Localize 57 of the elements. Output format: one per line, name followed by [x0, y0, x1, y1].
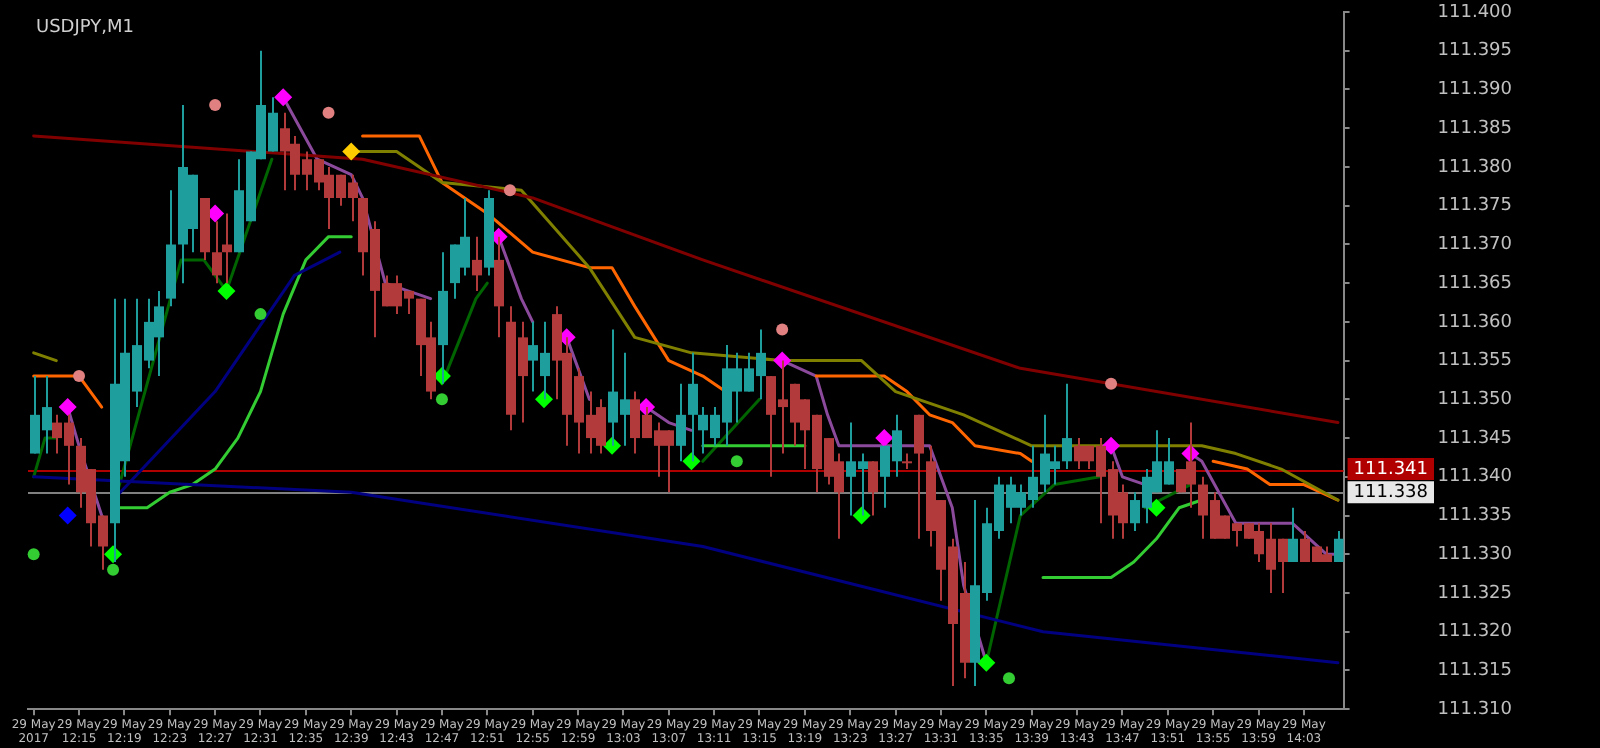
point	[58, 398, 77, 417]
candlestick	[688, 351, 698, 463]
point	[209, 98, 222, 111]
point	[274, 88, 293, 107]
chart-title: USDJPY,M1	[36, 17, 134, 38]
candlestick	[676, 382, 686, 463]
y-tick-label: 111.310	[1437, 699, 1513, 720]
point	[1003, 672, 1015, 685]
y-tick-label: 111.320	[1437, 622, 1513, 643]
y-tick-label: 111.335	[1437, 506, 1512, 527]
point	[535, 390, 554, 409]
point	[1147, 498, 1166, 517]
point	[107, 563, 120, 576]
y-tick-label: 111.380	[1437, 157, 1513, 178]
ref-line-label: 111.341	[1353, 459, 1428, 480]
point	[504, 184, 516, 197]
candlestick	[1288, 506, 1298, 564]
point	[73, 370, 86, 383]
point	[27, 548, 40, 561]
y-tick-label: 111.375	[1437, 196, 1512, 217]
point	[773, 351, 792, 370]
point	[1102, 436, 1121, 455]
point	[977, 653, 996, 672]
candlestick	[868, 460, 878, 517]
point	[875, 429, 894, 448]
point	[435, 393, 448, 406]
y-tick-label: 111.370	[1437, 235, 1513, 256]
y-tick-label: 111.365	[1437, 273, 1512, 294]
candlestick	[914, 413, 924, 540]
candlestick	[222, 212, 232, 285]
point	[776, 323, 789, 336]
candlestick	[1062, 382, 1072, 471]
point	[58, 506, 77, 525]
y-tick-label: 111.390	[1437, 80, 1513, 101]
point	[322, 106, 335, 119]
y-tick-label: 111.395	[1437, 41, 1512, 62]
candlestick	[472, 235, 482, 292]
point	[682, 452, 701, 471]
y-tick-label: 111.350	[1437, 390, 1513, 411]
y-tick-label: 111.315	[1437, 661, 1512, 682]
point	[730, 455, 743, 468]
y-tick-label: 111.345	[1437, 428, 1512, 449]
point	[852, 506, 871, 525]
point	[1105, 377, 1118, 390]
y-tick-label: 111.385	[1437, 118, 1512, 139]
y-tick-label: 111.325	[1437, 583, 1512, 604]
point	[254, 308, 267, 321]
y-tick-label: 111.340	[1437, 467, 1513, 488]
point	[342, 142, 361, 161]
point	[217, 281, 236, 300]
y-tick-label: 111.400	[1437, 2, 1513, 23]
y-tick-label: 111.330	[1437, 544, 1513, 565]
candlestick	[212, 220, 222, 285]
y-tick-label: 111.355	[1437, 351, 1512, 372]
ref-line-label: 111.338	[1353, 482, 1429, 503]
candlestick	[494, 235, 504, 339]
y-tick-label: 111.360	[1437, 312, 1513, 333]
